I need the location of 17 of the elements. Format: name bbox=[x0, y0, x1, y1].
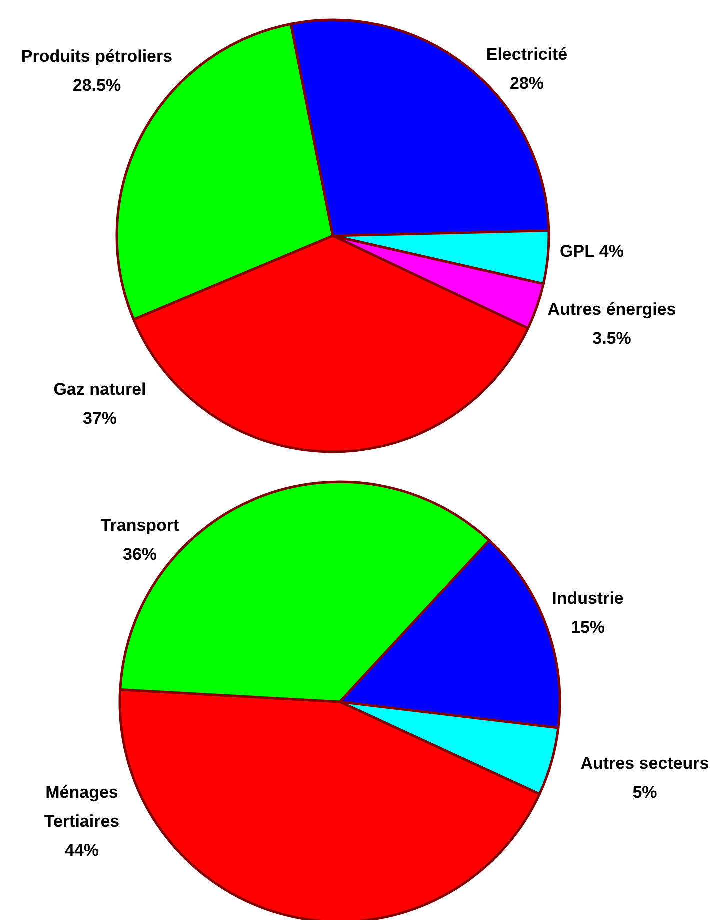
slice-label: Autres énergies bbox=[548, 300, 676, 319]
slice-label: Transport bbox=[100, 516, 180, 535]
data-label: 15% bbox=[570, 618, 606, 637]
slice-label: GPL 4% bbox=[560, 242, 624, 261]
slice-label: Gaz naturel bbox=[54, 380, 146, 399]
data-label: 44% bbox=[64, 841, 100, 860]
data-label: 28.5% bbox=[72, 76, 122, 95]
slice-label: Autres secteurs bbox=[580, 754, 710, 773]
data-label: 28% bbox=[510, 74, 544, 93]
slice-label: Produits pétroliers bbox=[21, 47, 173, 66]
slice-label: Ménages Tertiaires bbox=[44, 783, 120, 831]
data-label: 5% bbox=[632, 783, 658, 802]
slice-label: Industrie bbox=[552, 589, 624, 608]
data-label: 37% bbox=[82, 409, 118, 428]
slice-label: Electricité bbox=[486, 45, 568, 64]
data-label: 3.5% bbox=[592, 329, 632, 348]
data-label: 36% bbox=[122, 545, 158, 564]
